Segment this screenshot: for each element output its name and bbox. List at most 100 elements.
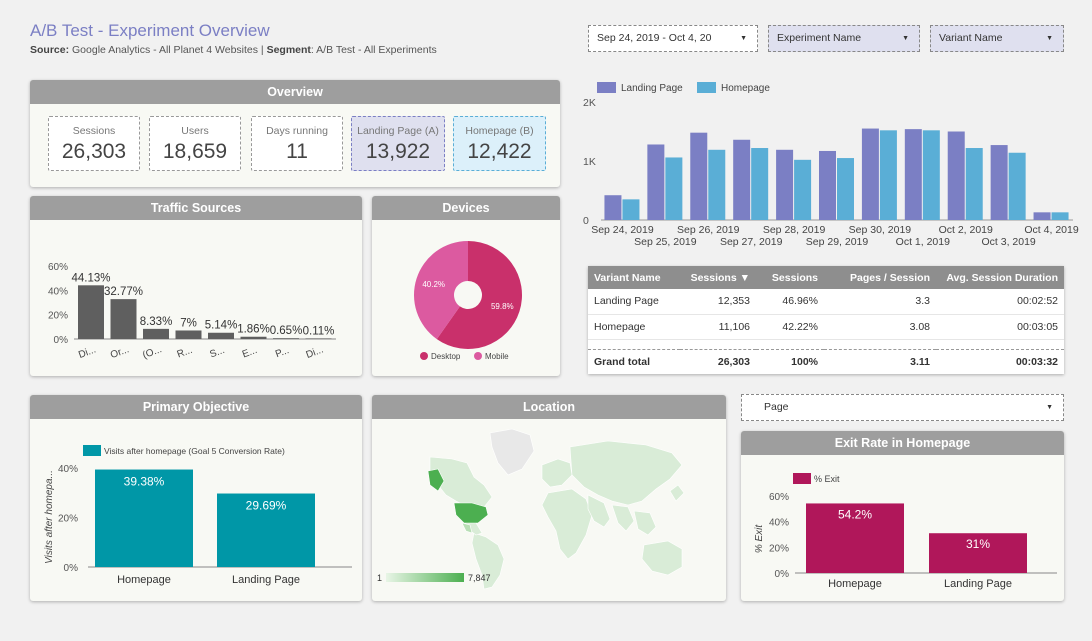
cell: 00:03:32 xyxy=(1015,355,1058,368)
page-title: A/B Test - Experiment Overview xyxy=(30,21,270,40)
exit-bar xyxy=(929,533,1027,573)
legend-swatch-landing xyxy=(597,82,616,93)
x-tick-label: Sep 24, 2019 xyxy=(591,224,654,236)
y-tick-label: 60% xyxy=(769,492,789,503)
kpi-label: Users xyxy=(181,125,209,137)
primary-objective-chart: Visits after homepage (Goal 5 Conversion… xyxy=(44,445,352,586)
bar-landing xyxy=(904,129,922,220)
x-tick-label: Di... xyxy=(305,344,325,360)
objective-bar xyxy=(217,493,315,567)
col-sessions-sorted[interactable]: Sessions ▼ xyxy=(680,266,756,289)
devices-chart: 59.8% 40.2% Desktop Mobile xyxy=(414,241,522,361)
y-tick-label: 2K xyxy=(583,97,596,109)
legend-label: Desktop xyxy=(431,352,461,361)
y-tick-label: 0% xyxy=(64,563,79,574)
data-label: 39.38% xyxy=(124,475,165,489)
y-tick-label: 20% xyxy=(769,543,789,554)
bar-landing xyxy=(733,139,751,220)
bar-landing xyxy=(990,145,1008,220)
x-tick-label: Landing Page xyxy=(944,578,1012,590)
experiment-name-label: Experiment Name xyxy=(777,32,862,44)
x-tick-label: Oct 3, 2019 xyxy=(981,236,1035,248)
col-variant-name[interactable]: Variant Name xyxy=(588,266,680,289)
legend-label-landing: Landing Page xyxy=(621,83,683,94)
traffic-sources-card: Traffic Sources 0% 20% 40% 60% 44.13% Di... 32… xyxy=(30,196,362,376)
y-axis-label: Visits after homepa... xyxy=(44,470,55,564)
x-tick-label: Homepage xyxy=(117,574,171,586)
bar-landing xyxy=(647,144,665,220)
x-tick-label: Sep 28, 2019 xyxy=(763,224,826,236)
cell: 100% xyxy=(791,355,818,368)
x-tick-label: E... xyxy=(241,345,259,360)
kpi-sessions: Sessions 26,303 xyxy=(48,116,140,171)
x-tick-label: Landing Page xyxy=(232,574,300,586)
bar-homepage xyxy=(1008,152,1026,220)
map-europe xyxy=(541,458,573,488)
map-south-america xyxy=(471,532,505,590)
col-sessions-pct[interactable]: Sessions xyxy=(756,266,824,289)
overview-title: Overview xyxy=(30,80,560,104)
kpi-label: Homepage (B) xyxy=(465,125,534,137)
bar-landing xyxy=(776,149,794,220)
kpi-value: 26,303 xyxy=(61,140,127,163)
kpi-label: Days running xyxy=(266,125,328,137)
x-tick-label: Sep 30, 2019 xyxy=(849,224,912,236)
kpi-label: Sessions xyxy=(72,125,116,137)
bar-homepage xyxy=(1051,212,1069,220)
experiment-name-filter[interactable]: Experiment Name ▼ xyxy=(768,25,920,52)
map-africa xyxy=(541,488,593,560)
table-spacer xyxy=(588,339,1064,350)
data-label: 31% xyxy=(966,537,990,551)
primary-objective-card: Primary Objective Visits after homepage … xyxy=(30,395,362,601)
bar-homepage xyxy=(922,130,940,220)
bar-landing xyxy=(947,131,965,220)
overview-card: Overview Sessions 26,303 Users 18,659 Da… xyxy=(30,80,560,187)
y-tick-label: 40% xyxy=(769,518,789,529)
segment-value: : A/B Test - All Experiments xyxy=(310,44,437,56)
map-united-states xyxy=(453,502,489,524)
legend-dot xyxy=(474,352,482,360)
data-label: 1.86% xyxy=(237,324,270,336)
devices-card: Devices 59.8% 40.2% Desktop Mobile xyxy=(372,196,560,376)
y-tick-label: 40% xyxy=(58,464,78,475)
kpi-homepage: Homepage (B) 12,422 xyxy=(453,116,546,171)
exit-rate-card: Exit Rate in Homepage % Exit % Exit 0% 20% 4… xyxy=(741,431,1064,601)
pie-slice-mobile xyxy=(414,241,468,340)
table-row[interactable]: Landing Page 12,353 46.96% 3.3 00:02:52 xyxy=(588,289,1064,315)
x-tick-label: Sep 27, 2019 xyxy=(720,236,783,248)
variant-name-filter[interactable]: Variant Name ▼ xyxy=(930,25,1064,52)
variant-name-label: Variant Name xyxy=(939,32,1003,44)
page-filter[interactable]: Page ▼ xyxy=(741,394,1064,421)
x-tick-label: Homepage xyxy=(828,578,882,590)
legend-dot xyxy=(420,352,428,360)
traffic-bar xyxy=(175,330,202,339)
y-tick-label: 60% xyxy=(48,262,68,273)
table-row[interactable]: Homepage 11,106 42.22% 3.08 00:03:05 xyxy=(588,314,1064,340)
map-alaska xyxy=(427,468,445,492)
traffic-bar xyxy=(208,332,234,339)
date-range-picker[interactable]: Sep 24, 2019 - Oct 4, 20 ▼ xyxy=(588,25,758,52)
traffic-bar xyxy=(305,338,332,339)
map-countries xyxy=(429,428,685,590)
y-tick-label: 0% xyxy=(775,569,790,580)
world-map[interactable]: 1 7,847 xyxy=(372,419,726,599)
traffic-sources-title: Traffic Sources xyxy=(30,196,362,220)
bar-homepage xyxy=(751,148,769,220)
primary-objective-title: Primary Objective xyxy=(30,395,362,419)
y-tick-label: 40% xyxy=(48,286,68,297)
map-india xyxy=(611,504,635,532)
data-label: 32.77% xyxy=(104,286,143,298)
col-pages-session[interactable]: Pages / Session xyxy=(824,266,936,289)
kpi-users: Users 18,659 xyxy=(149,116,241,171)
x-tick-label: Di... xyxy=(77,344,97,360)
traffic-bar xyxy=(78,285,104,339)
pie-slice-desktop xyxy=(436,241,522,349)
kpi-value: 12,422 xyxy=(467,140,532,163)
col-avg-duration[interactable]: Avg. Session Duration xyxy=(936,266,1064,289)
kpi-landing-page: Landing Page (A) 13,922 xyxy=(351,116,445,171)
chevron-down-icon: ▼ xyxy=(740,35,747,42)
legend-label-homepage: Homepage xyxy=(721,83,770,94)
data-label: 0.11% xyxy=(303,325,335,337)
daily-bars xyxy=(604,128,1069,220)
